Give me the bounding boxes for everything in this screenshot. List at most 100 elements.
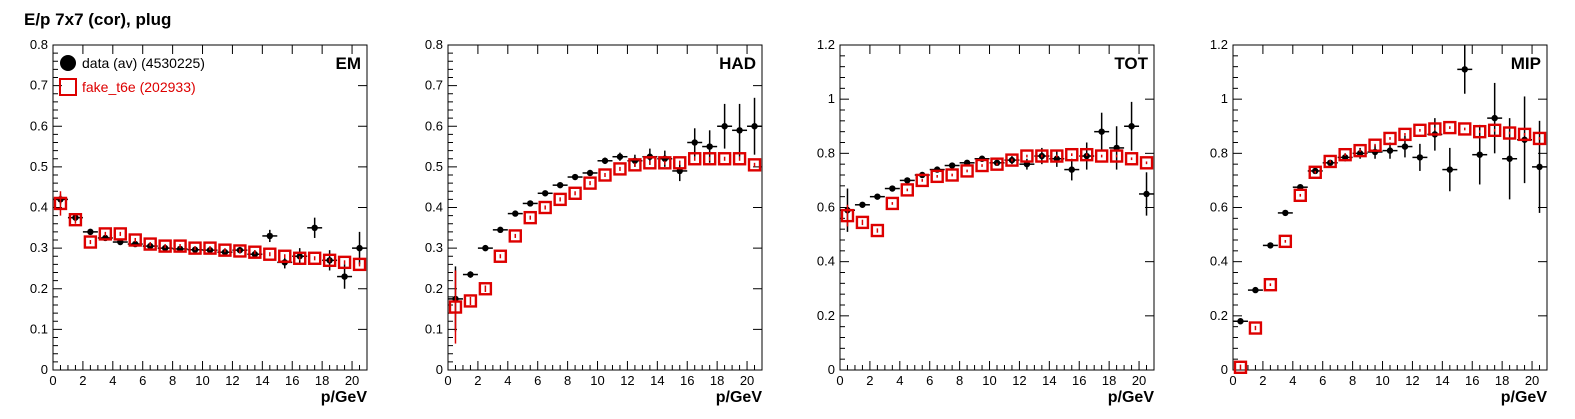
y-tick-label: 1.2 [817,37,835,52]
x-tick-label: 10 [1375,373,1389,388]
y-tick-label: 0.6 [1210,200,1228,215]
mc-point [673,156,687,170]
mc-point [1502,126,1517,140]
mc-point [1139,156,1154,170]
y-tick-label: 0.3 [425,240,443,255]
x-tick-label: 8 [1349,373,1356,388]
legend-label: data (av) (4530225) [82,55,205,71]
mc-point [870,223,885,238]
mc-point [583,176,597,190]
mc-point [915,173,929,188]
panel-label: TOT [1114,54,1148,73]
data-point [1401,143,1409,150]
mc-point [1035,149,1049,163]
mc-point [1443,120,1457,135]
data-point [1068,166,1075,173]
data-point [497,226,504,234]
mc-point [840,208,855,223]
data-point [1128,123,1135,130]
data-point [1237,318,1244,325]
y-tick-label: 0.2 [1210,308,1228,323]
x-tick-label: 16 [1465,373,1479,388]
mc-point [478,282,493,296]
x-axis-label: p/GeV [321,389,368,406]
x-tick-label: 2 [1259,373,1266,388]
y-tick-label: 0.4 [30,200,48,215]
mc-point [900,183,914,197]
data-point [904,177,911,184]
y-tick-label: 0.4 [817,254,835,269]
x-tick-label: 12 [1405,373,1419,388]
panel-em: 0 2 4 6 8 10 12 14 16 18 20 0 0.1 0.2 0.3 0.4 0.5 0.6 0.7 0… [30,37,368,406]
x-tick-label: 18 [315,373,329,388]
x-tick-label: 0 [444,373,451,388]
x-tick-label: 0 [1229,373,1236,388]
mc-point [885,196,900,211]
x-tick-label: 20 [1132,373,1146,388]
mc-point [1413,123,1427,138]
y-tick-label: 0.8 [817,145,835,160]
mc-point [1532,131,1547,146]
y-tick-label: 0.6 [425,118,443,133]
data-point [1386,147,1394,154]
mc-point [658,156,672,170]
data-point [751,123,758,130]
mc-point [1278,234,1293,249]
y-tick-label: 0.2 [817,308,835,323]
x-tick-label: 10 [195,373,209,388]
panel-tot: 0 2 4 6 8 10 12 14 16 18 20 0 0.2 0.4 0.6 0.8 1 1.2 p/GeV T… [817,37,1155,406]
x-tick-label: 4 [1289,373,1296,388]
y-tick-label: 0.2 [30,281,48,296]
x-tick-label: 20 [740,373,754,388]
y-tick-label: 0.7 [425,78,443,93]
mc-point [1293,188,1307,203]
x-tick-label: 6 [1319,373,1326,388]
mc-point [1398,127,1412,142]
mc-point [553,192,567,207]
data-point [1491,114,1498,122]
data-point [586,169,594,177]
y-tick-label: 0.5 [425,159,443,174]
x-tick-label: 4 [109,373,116,388]
x-tick-label: 0 [49,373,56,388]
legend-marker-data [60,55,76,71]
x-tick-label: 6 [926,373,933,388]
y-tick-label: 1 [1221,91,1228,106]
x-tick-label: 16 [680,373,694,388]
data-point [706,143,713,150]
mc-point [233,244,247,258]
mc-point [1050,149,1064,163]
x-tick-label: 4 [896,373,903,388]
x-tick-label: 16 [1072,373,1086,388]
mc-point [1080,147,1094,162]
data-point [1143,190,1150,198]
mc-point [1353,143,1367,158]
y-tick-label: 0.2 [425,281,443,296]
data-point [874,193,881,200]
mc-point [463,294,478,308]
x-tick-label: 12 [620,373,634,388]
page-title: E/p 7x7 (cor), plug [24,10,172,29]
mc-point [293,251,307,265]
data-point [1506,155,1513,162]
y-tick-label: 0.7 [30,78,48,93]
x-tick-label: 20 [345,373,359,388]
x-tick-label: 12 [1012,373,1026,388]
data-point [512,210,519,217]
mc-point [248,245,262,259]
mc-point [1383,131,1397,146]
x-tick-label: 4 [504,373,511,388]
x-axis-label: p/GeV [1108,389,1155,406]
plot-frame [447,44,763,371]
mc-point [1368,138,1382,152]
y-tick-label: 0 [1221,362,1228,377]
mc-point [568,186,582,200]
y-tick-label: 0.8 [1210,145,1228,160]
x-tick-label: 18 [1495,373,1509,388]
mc-point [1428,122,1442,136]
data-point [601,157,609,164]
data-point [356,244,363,252]
mc-point [960,164,974,178]
mc-point [1473,124,1487,139]
y-tick-label: 0.6 [30,118,48,133]
